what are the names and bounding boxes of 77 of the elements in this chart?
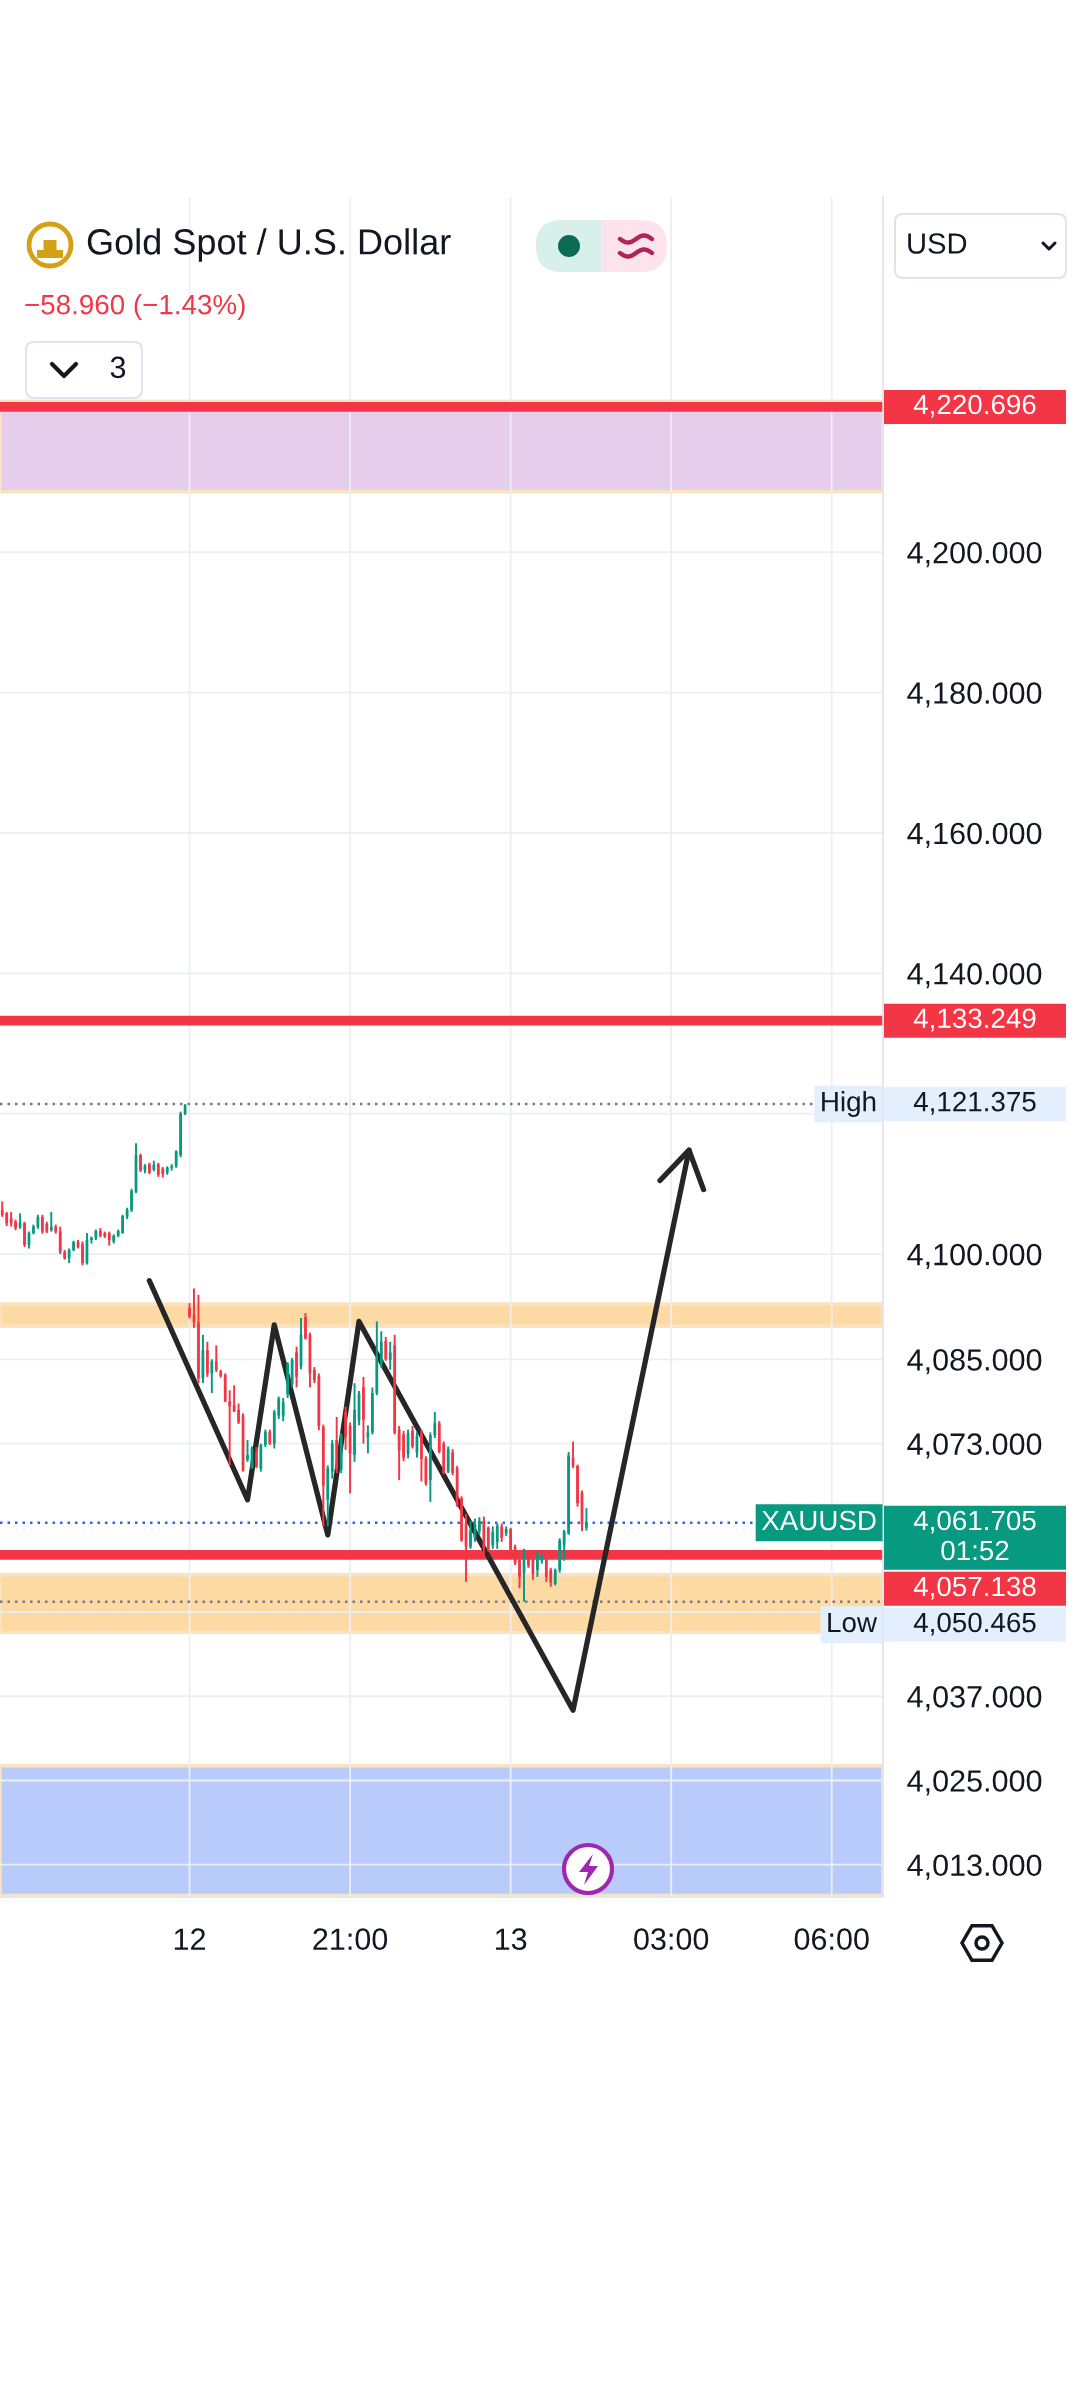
candlestick (130, 1187, 133, 1213)
candlestick (536, 1550, 539, 1578)
y-tick-label: 4,013.000 (907, 1854, 1042, 1880)
candlestick (23, 1220, 26, 1249)
candlestick (14, 1218, 17, 1232)
candlestick (576, 1463, 579, 1508)
candlestick (49, 1210, 53, 1233)
candlestick (495, 1522, 499, 1550)
candlestick (451, 1448, 455, 1477)
x-tick-label: 03:00 (634, 1928, 709, 1950)
x-tick-label: 06:00 (794, 1928, 869, 1950)
text: −58.960 (−1.43%) (25, 294, 245, 320)
candlestick (197, 1293, 200, 1385)
y-tick-label: 4,025.000 (907, 1770, 1042, 1796)
candlestick (246, 1439, 249, 1463)
candlestick (370, 1386, 374, 1436)
candlestick (585, 1507, 588, 1532)
candlestick (446, 1445, 450, 1475)
candlestick (148, 1161, 151, 1176)
candlestick (72, 1239, 75, 1253)
candlestick (295, 1345, 298, 1389)
candlestick (188, 1302, 191, 1320)
text: Gold Spot / U.S. Dollar (87, 228, 451, 262)
x-tick-label: 13 (495, 1928, 527, 1950)
y-tick-label: 4,140.000 (907, 963, 1042, 989)
candlestick (362, 1375, 365, 1445)
candlestick (139, 1152, 142, 1173)
candlestick (228, 1389, 232, 1467)
text: 4,050.465 (913, 1612, 1036, 1636)
y-tick-label: 4,037.000 (907, 1685, 1042, 1712)
candlestick (353, 1382, 356, 1463)
candlestick (58, 1225, 62, 1256)
x-tick-label: 21:00 (313, 1928, 388, 1950)
text: 4,121.375 (913, 1091, 1036, 1115)
candlestick (205, 1340, 209, 1378)
y-axis-title: USD (908, 233, 967, 254)
candlestick (469, 1519, 472, 1550)
candlestick (281, 1396, 285, 1423)
text: 4,220.696 (913, 394, 1036, 418)
candlestick (500, 1522, 504, 1543)
ref-line-label: XAUUSD (761, 1510, 876, 1531)
annotation: 3 (110, 356, 126, 379)
ref-line-label: Low (828, 1612, 878, 1633)
y-tick-label: 4,160.000 (907, 822, 1042, 848)
candlestick (411, 1425, 414, 1450)
y-tick-label: 4,200.000 (907, 541, 1042, 568)
candlestick (379, 1330, 383, 1369)
y-tick-label: 4,100.000 (907, 1243, 1042, 1270)
candlestick (491, 1525, 495, 1550)
candlestick (433, 1411, 437, 1439)
candlestick (214, 1344, 218, 1373)
text: 4,061.705 (913, 1510, 1036, 1534)
ref-line-label: High (822, 1091, 876, 1117)
candlestick (460, 1495, 463, 1543)
candlestick (402, 1429, 405, 1463)
candlestick (397, 1425, 401, 1482)
candlestick (32, 1223, 35, 1236)
candlestick (81, 1240, 84, 1267)
y-tick-label: 4,073.000 (907, 1433, 1042, 1459)
candlestick (344, 1405, 347, 1451)
text: 4,057.138 (913, 1576, 1036, 1600)
candlestick (388, 1340, 392, 1371)
candlestick (237, 1402, 240, 1425)
candlestick (478, 1516, 481, 1536)
text: 4,133.249 (913, 1008, 1036, 1032)
candlestick (255, 1446, 258, 1470)
candlestick (384, 1335, 388, 1362)
candlestick (420, 1428, 423, 1483)
candlestick (210, 1358, 214, 1395)
x-tick-label: 12 (174, 1928, 205, 1950)
candlestick (121, 1213, 125, 1235)
y-tick-label: 4,085.000 (907, 1349, 1042, 1375)
y-tick-label: 4,180.000 (907, 682, 1042, 708)
text: 01:52 (941, 1540, 1009, 1561)
candlestick (90, 1235, 93, 1245)
candlestick (304, 1312, 307, 1341)
candlestick (40, 1213, 44, 1235)
